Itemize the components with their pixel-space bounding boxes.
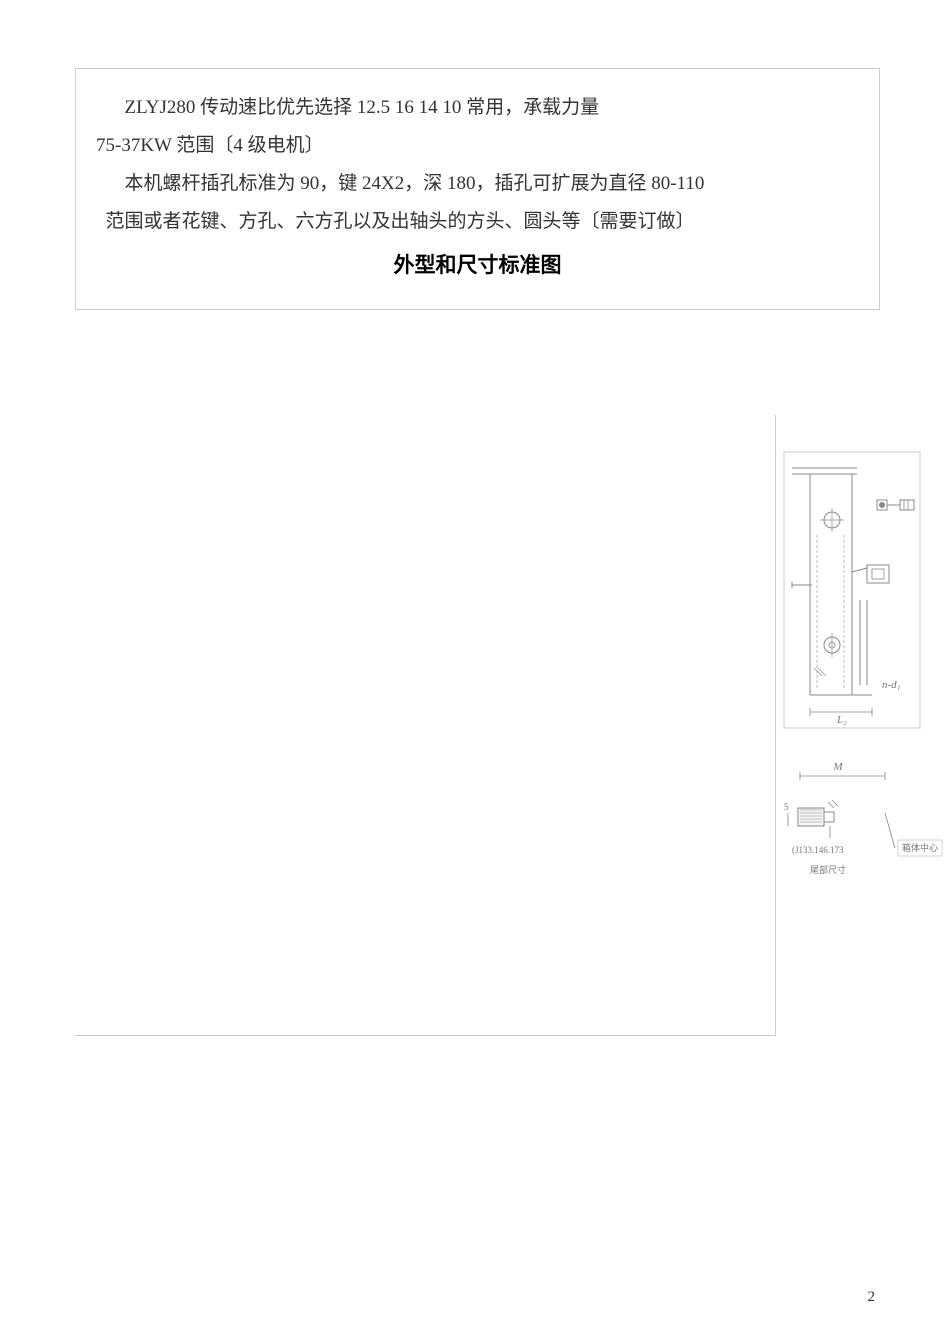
label-tail-dimension: 尾部尺寸 bbox=[810, 864, 846, 875]
paragraph-line-4: 范围或者花键、方孔、六方孔以及出轴头的方头、圆头等〔需要订做〕 bbox=[96, 203, 859, 241]
label-M: M bbox=[832, 761, 843, 773]
section-heading: 外型和尺寸标准图 bbox=[96, 249, 859, 279]
label-L2: L₂ bbox=[836, 714, 847, 726]
lower-frame bbox=[75, 415, 776, 1036]
paragraph-line-1: ZLYJ280 传动速比优先选择 12.5 16 14 10 常用，承载力量 bbox=[96, 89, 859, 127]
svg-text:5: 5 bbox=[784, 802, 789, 812]
text-block-container: ZLYJ280 传动速比优先选择 12.5 16 14 10 常用，承载力量 7… bbox=[75, 68, 880, 310]
paragraph-line-3: 本机螺杆插孔标准为 90，键 24X2，深 180，插孔可扩展为直径 80-11… bbox=[96, 165, 859, 203]
label-box-center: 箱体中心 bbox=[902, 842, 938, 853]
label-n-d: n-d₁ bbox=[882, 679, 901, 691]
page-number: 2 bbox=[868, 1289, 876, 1306]
label-dimension-value: (J133.146.173 bbox=[792, 845, 844, 855]
dimension-diagram-top: n-d₁ L₂ bbox=[782, 450, 922, 730]
paragraph-line-2: 75-37KW 范围〔4 级电机〕 bbox=[96, 127, 859, 165]
dimension-diagram-bottom: M 5 (J133.146.173 箱体中心 尾部尺寸 bbox=[780, 758, 945, 888]
